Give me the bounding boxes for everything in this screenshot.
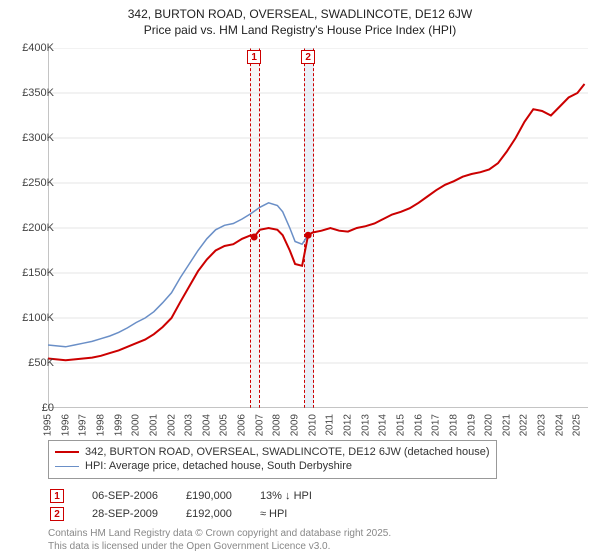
x-axis-tick-label: 2021: [501, 414, 512, 436]
x-axis-tick-label: 2023: [537, 414, 548, 436]
chart-svg: [48, 48, 588, 408]
sale-1-delta: 13% ↓ HPI: [260, 490, 312, 502]
sale-row-2: 2 28-SEP-2009 £192,000 ≈ HPI: [50, 507, 588, 521]
x-axis-tick-label: 2020: [484, 414, 495, 436]
sale-2-price: £192,000: [186, 508, 232, 520]
sale-2-date: 28-SEP-2009: [92, 508, 158, 520]
x-axis-tick-label: 2025: [572, 414, 583, 436]
x-axis-tick-label: 1998: [95, 414, 106, 436]
x-axis-tick-label: 2013: [360, 414, 371, 436]
x-axis-tick-label: 2004: [201, 414, 212, 436]
x-axis-tick-label: 2009: [290, 414, 301, 436]
y-axis-tick-label: £300K: [22, 132, 54, 144]
x-axis-tick-label: 2001: [148, 414, 159, 436]
x-axis-tick-label: 2003: [184, 414, 195, 436]
x-axis-tick-label: 2008: [272, 414, 283, 436]
footer-line1: Contains HM Land Registry data © Crown c…: [48, 527, 588, 540]
x-axis-tick-label: 2019: [466, 414, 477, 436]
x-axis-tick-label: 1996: [60, 414, 71, 436]
chart-title-line1: 342, BURTON ROAD, OVERSEAL, SWADLINCOTE,…: [0, 6, 600, 22]
y-axis-tick-label: £400K: [22, 42, 54, 54]
x-axis-tick-label: 2010: [307, 414, 318, 436]
x-axis-tick-label: 1995: [43, 414, 54, 436]
legend-label-price-paid: 342, BURTON ROAD, OVERSEAL, SWADLINCOTE,…: [85, 445, 490, 459]
x-axis-tick-label: 2005: [219, 414, 230, 436]
x-axis-tick-label: 1999: [113, 414, 124, 436]
x-axis-tick-label: 2012: [343, 414, 354, 436]
x-axis-tick-label: 2006: [237, 414, 248, 436]
x-axis-tick-label: 2022: [519, 414, 530, 436]
sale-1-price: £190,000: [186, 490, 232, 502]
legend-row-price-paid: 342, BURTON ROAD, OVERSEAL, SWADLINCOTE,…: [55, 445, 490, 459]
legend-row-hpi: HPI: Average price, detached house, Sout…: [55, 459, 490, 473]
y-axis-tick-label: £200K: [22, 222, 54, 234]
footer-line2: This data is licensed under the Open Gov…: [48, 540, 588, 553]
y-axis-tick-label: £0: [42, 402, 54, 414]
x-axis-tick-label: 2000: [131, 414, 142, 436]
legend-box: 342, BURTON ROAD, OVERSEAL, SWADLINCOTE,…: [48, 440, 497, 479]
legend-swatch-price-paid: [55, 451, 79, 453]
chart-title-block: 342, BURTON ROAD, OVERSEAL, SWADLINCOTE,…: [0, 0, 600, 38]
chart-plot-area: 12: [48, 48, 588, 408]
x-axis-tick-label: 2002: [166, 414, 177, 436]
x-axis-tick-label: 1997: [78, 414, 89, 436]
x-axis-tick-label: 2018: [448, 414, 459, 436]
legend-block: 342, BURTON ROAD, OVERSEAL, SWADLINCOTE,…: [48, 440, 588, 553]
x-axis-tick-label: 2016: [413, 414, 424, 436]
x-axis-tick-label: 2011: [325, 414, 336, 436]
x-axis-tick-label: 2017: [431, 414, 442, 436]
footer-block: Contains HM Land Registry data © Crown c…: [48, 527, 588, 553]
y-axis-tick-label: £50K: [28, 357, 54, 369]
sale-1-date: 06-SEP-2006: [92, 490, 158, 502]
y-axis-tick-label: £250K: [22, 177, 54, 189]
sale-row-1: 1 06-SEP-2006 £190,000 13% ↓ HPI: [50, 489, 588, 503]
y-axis-tick-label: £100K: [22, 312, 54, 324]
y-axis-tick-label: £150K: [22, 267, 54, 279]
x-axis-tick-label: 2007: [254, 414, 265, 436]
sale-marker-2-icon: 2: [50, 507, 64, 521]
sale-marker-1-icon: 1: [50, 489, 64, 503]
y-axis-tick-label: £350K: [22, 87, 54, 99]
legend-label-hpi: HPI: Average price, detached house, Sout…: [85, 459, 352, 473]
chart-title-line2: Price paid vs. HM Land Registry's House …: [0, 22, 600, 38]
x-axis-tick-label: 2015: [395, 414, 406, 436]
sale-2-delta: ≈ HPI: [260, 508, 287, 520]
legend-swatch-hpi: [55, 466, 79, 467]
x-axis-tick-label: 2014: [378, 414, 389, 436]
x-axis-tick-label: 2024: [554, 414, 565, 436]
